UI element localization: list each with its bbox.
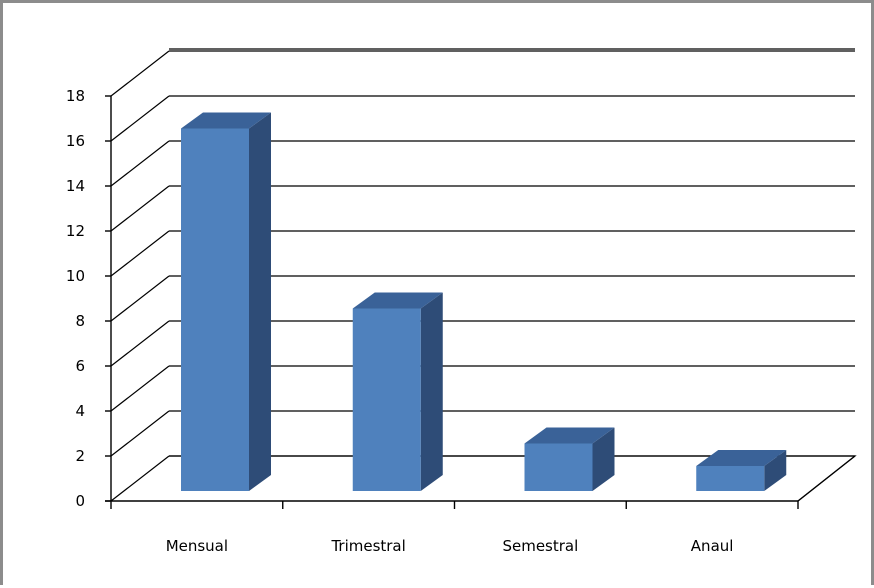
axes <box>105 95 799 509</box>
gridline-6 <box>110 320 855 367</box>
x-tick-label-anaul: Anaul <box>691 537 734 555</box>
y-tick-label-0: 0 <box>75 492 85 510</box>
bar-top-mensual <box>181 112 271 129</box>
bar-anaul <box>696 450 787 491</box>
labels: 0 2 4 6 8 10 12 14 16 18 Mensual Trimestral Semestra… <box>66 87 734 555</box>
x-tick-label-semestral: Semestral <box>502 537 578 555</box>
bar-front-trimestral <box>352 308 421 491</box>
gridline-2 <box>110 410 855 457</box>
gridline-12 <box>110 185 855 232</box>
y-tick-label-18: 18 <box>66 87 85 105</box>
x-tick-label-trimestral: Trimestral <box>330 537 405 555</box>
bar-side-semestral <box>592 427 615 491</box>
y-tick-label-14: 14 <box>66 177 85 195</box>
y-tick-label-16: 16 <box>66 132 85 150</box>
gridline-16 <box>110 95 855 142</box>
bar-trimestral <box>352 292 443 491</box>
y-tick-label-10: 10 <box>66 267 85 285</box>
gridline-10 <box>110 230 855 277</box>
x-tick-label-mensual: Mensual <box>166 537 228 555</box>
bar-front-anaul <box>696 466 765 491</box>
y-tick-label-2: 2 <box>75 447 85 465</box>
gridline-14 <box>110 140 855 187</box>
gridline-18 <box>110 50 855 97</box>
bar-mensual <box>181 112 271 491</box>
y-tick-label-4: 4 <box>75 402 85 420</box>
gridline-8 <box>110 275 855 322</box>
bar-semestral <box>524 427 615 491</box>
bar-front-mensual <box>181 128 249 491</box>
bars <box>181 112 787 491</box>
floor-right-edge <box>797 455 856 502</box>
y-tick-label-8: 8 <box>75 312 85 330</box>
gridline-0 <box>110 455 170 502</box>
y-tick-label-6: 6 <box>75 357 85 375</box>
gridline-4 <box>110 365 855 412</box>
bar-side-trimestral <box>420 292 443 491</box>
bar-side-anaul <box>764 450 787 491</box>
bar-chart: 0 2 4 6 8 10 12 14 16 18 Mensual Trimestral Semestra… <box>66 48 857 555</box>
bar-side-mensual <box>249 112 271 491</box>
bar-top-semestral <box>524 427 615 444</box>
bar-top-anaul <box>696 450 787 466</box>
y-tick-label-12: 12 <box>66 222 85 240</box>
bar-front-semestral <box>524 443 593 491</box>
bar-top-trimestral <box>352 292 443 309</box>
